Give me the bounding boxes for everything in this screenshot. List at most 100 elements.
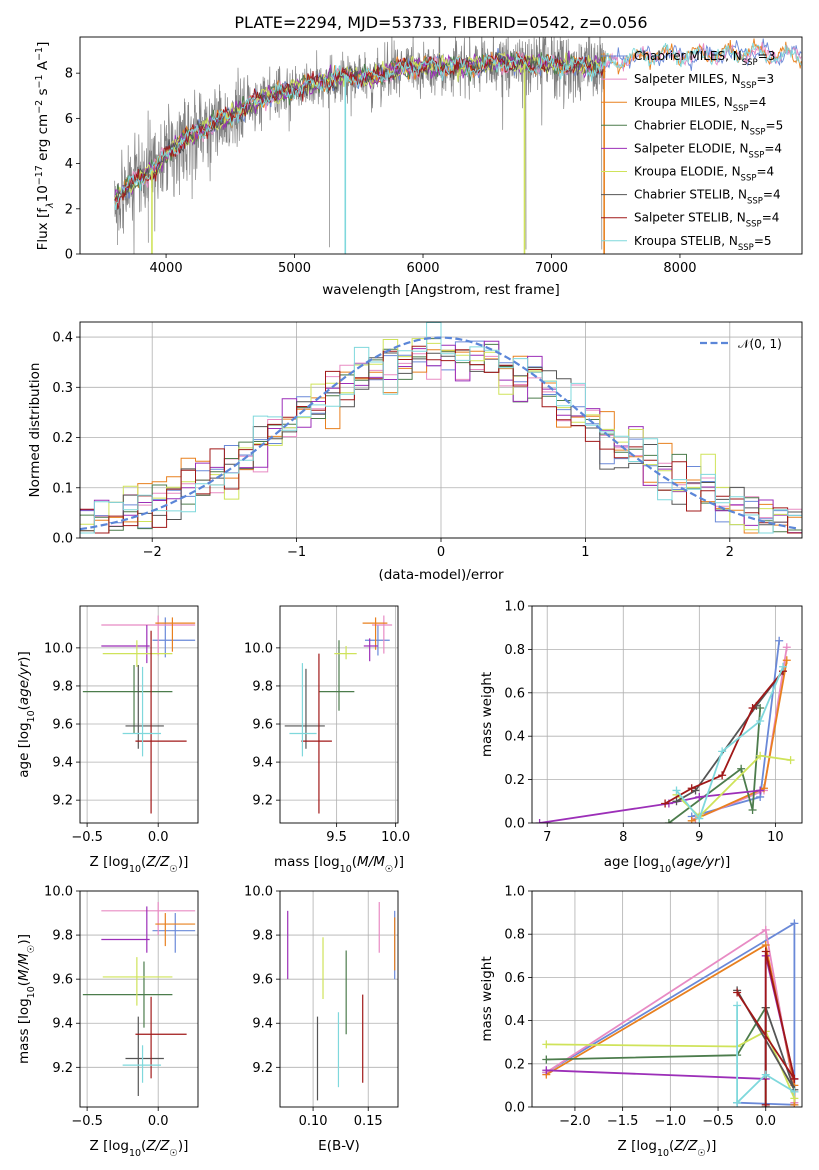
label-part: )] [178,1138,189,1154]
series-kroupa-elodie [675,754,791,818]
legend-n-sub: SSP [741,81,757,91]
x-tick-label: 8 [619,830,627,845]
marker-salpeter-elodie [542,1066,551,1075]
x-tick-label: 1 [581,545,589,560]
series-chabrier-elodie [546,1004,767,1107]
y-axis-label: Flux [fλ10−17 erg cm−2 s−1 A−1] [34,42,56,251]
legend-n-sub: SSP [733,104,749,114]
label-part: ☉ [385,864,394,875]
x-tick-label: 2 [726,545,734,560]
panel-3: 9.5 10.0 9.2 9.4 9.6 9.8 10.0 mass [log10(M/M☉)… [244,605,410,875]
spectrum-legend: Chabrier MILES, NSSP=3 Salpeter MILES, NS… [601,49,783,253]
spectrum-data [114,37,802,254]
legend-n: N [739,141,748,155]
label-part: age [log [16,722,32,777]
marker-chabrier-elodie [737,764,746,773]
y-tick-label: 10.0 [44,885,73,900]
label-part: 10 [659,864,671,875]
normal-curve [80,336,800,531]
marker-kroupa-stelib [733,1098,742,1107]
x-tick-label: 0.10 [299,1114,328,1129]
y-tick-label: 0.6 [504,686,525,701]
x-tick-label: 7000 [535,261,568,276]
marker-kroupa-stelib [778,662,787,671]
label-part: −2 [34,100,45,114]
x-axis-label: Z [log10(Z/Z☉)] [90,1138,189,1159]
legend-n-value: 4 [772,211,780,225]
y-tick-label: 10.0 [244,641,273,656]
y-tick-label: 2 [65,202,73,217]
label-part: 10 [26,710,37,722]
legend-name: Kroupa ELODIE [634,165,724,179]
label-part: ☉ [169,1148,178,1159]
marker-kroupa-miles [782,656,791,665]
x-tick-label: −1.0 [655,1114,687,1129]
y-tick-label: 0.2 [504,1057,525,1072]
y-axis-label: mass weight [479,956,495,1041]
x-tick-label: 8000 [663,261,696,276]
y-tick-label: 9.2 [252,794,273,809]
legend-n: N [724,95,733,109]
legend-n: N [732,165,741,179]
y-tick-label: 9.6 [252,973,273,988]
legend-name: Salpeter STELIB [634,211,729,225]
y-tick-label: 0.2 [52,431,73,446]
y-tick-label: 0.4 [504,1014,525,1029]
y-tick-label: 10.0 [44,641,73,656]
x-axis-label: age [log10(age/yr)] [604,854,730,875]
legend-entry-chabrier-miles: Chabrier MILES, NSSP=3 [634,49,775,68]
label-part: −17 [34,165,45,185]
marker-salpeter-miles [782,643,791,652]
panel-0: 4000 5000 6000 7000 8000 0 2 4 6 8 Chabrier MILES,… [34,13,803,298]
y-tick-label: 9.8 [52,679,73,694]
label-part: λ [45,202,56,209]
label-part: Z/Z [673,1138,698,1154]
label-part: ☉ [697,1148,706,1159]
x-tick-label: −2.0 [559,1114,591,1129]
legend-eq: = [762,211,772,225]
panel-2: −0.5 0.09.29.49.69.810.0Z [log10(Z/Z☉)]ag… [16,605,199,875]
x-tick-label: 5000 [278,261,311,276]
y-axis-label: mass weight [479,672,495,757]
legend-name: Chabrier STELIB [634,188,730,202]
marker-kroupa-stelib [672,786,681,795]
x-tick-label: −0.5 [702,1114,734,1129]
legend-eq: = [764,141,774,155]
label-part: ( [141,1138,146,1154]
y-tick-label: 1.0 [504,600,525,615]
histograms [80,322,802,534]
axes-frame [279,605,399,824]
y-tick-label: 9.6 [52,973,73,988]
y-axis-label: mass [log10(M/M☉)] [16,934,37,1064]
y-axis-label: Normed distribution [27,363,43,498]
marker-kroupa-miles [687,816,696,823]
legend-name: Salpeter ELODIE [634,141,732,155]
label-part: age [log [604,854,659,870]
model-kroupa-stelib [114,42,802,210]
axes-frame [279,890,399,1108]
label-part: erg cm [35,114,51,165]
label-part: ( [16,981,32,986]
legend-entry-salpeter-miles: Salpeter MILES, NSSP=3 [634,72,774,91]
x-tick-label: 0.0 [148,830,169,845]
x-tick-label: 9 [695,830,703,845]
marker-salpeter-stelib [748,703,757,712]
y-tick-label: 0.2 [504,773,525,788]
label-part: A [35,60,51,74]
legend-sep: , [724,165,732,179]
label-part: Flux [f [35,207,51,251]
axes-frame [531,605,803,824]
label-part: ( [16,705,32,710]
legend-n-value: 4 [767,165,775,179]
legend-name: Chabrier MILES [634,49,725,63]
y-tick-label: 9.8 [52,929,73,944]
legend-sep: , [733,118,741,132]
marker-chabrier-miles [790,919,799,928]
legend-n: N [738,188,747,202]
marker-salpeter-stelib [733,988,742,997]
x-tick-label: 10 [767,830,784,845]
legend-n-sub: SSP [748,150,764,160]
marker-chabrier-elodie [664,819,673,823]
x-tick-label: −1 [287,545,306,560]
